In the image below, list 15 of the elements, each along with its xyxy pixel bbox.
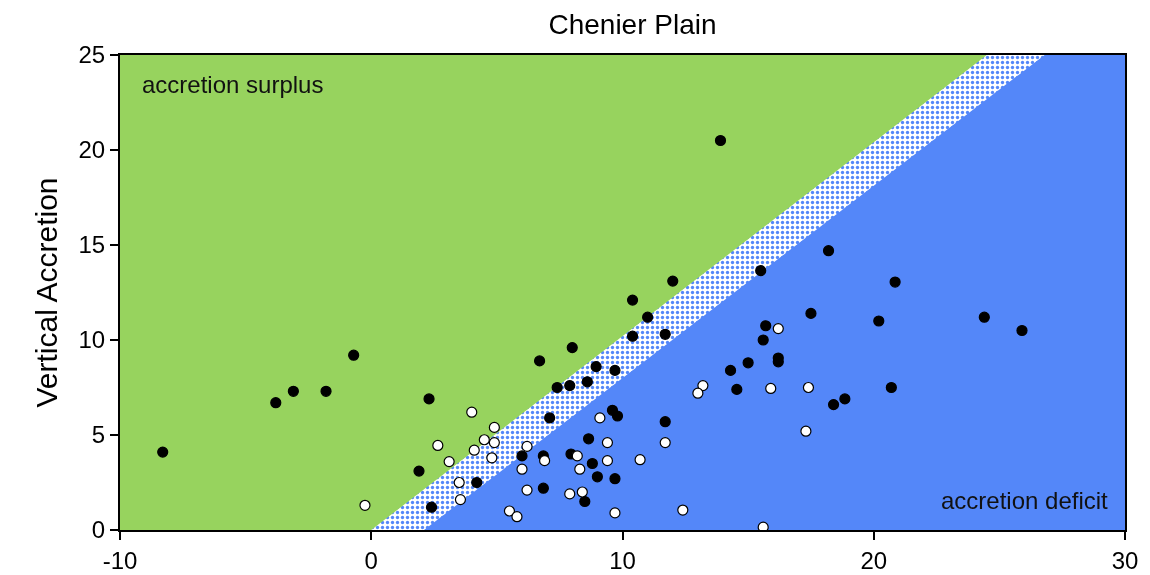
x-tick-label: 0	[364, 546, 378, 574]
y-tick-label: 5	[91, 421, 106, 449]
x-tick-label: -10	[102, 546, 138, 574]
y-axis-title: Vertical Accretion	[30, 177, 63, 408]
x-tick-label: 10	[609, 546, 636, 574]
x-tick-label: 30	[1111, 546, 1139, 574]
chart-title: Chenier Plain	[548, 8, 717, 40]
x-tick-label: 20	[860, 546, 888, 574]
annotation: accretion surplus	[142, 71, 324, 98]
y-tick-label: 20	[78, 136, 106, 164]
y-tick-label: 15	[78, 231, 106, 259]
annotation: accretion deficit	[941, 487, 1109, 514]
y-tick-label: 0	[91, 516, 106, 544]
y-tick-label: 10	[78, 326, 106, 354]
y-tick-label: 25	[78, 41, 106, 69]
